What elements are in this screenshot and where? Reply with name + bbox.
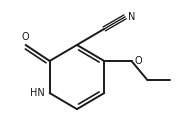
Text: O: O <box>135 56 142 66</box>
Text: N: N <box>128 12 136 22</box>
Text: HN: HN <box>30 88 45 98</box>
Text: O: O <box>22 32 29 42</box>
